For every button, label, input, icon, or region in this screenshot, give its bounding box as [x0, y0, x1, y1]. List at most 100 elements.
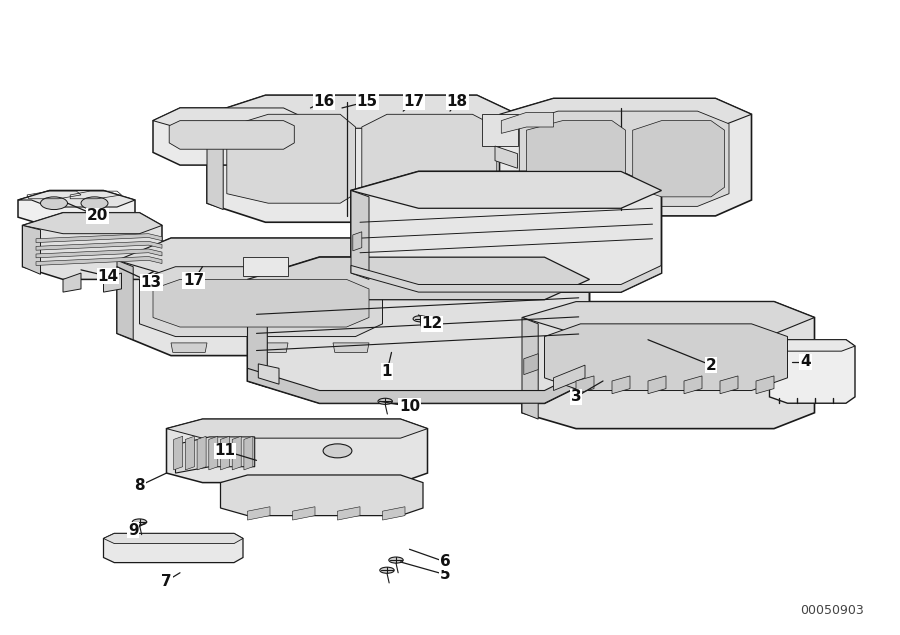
Polygon shape: [482, 114, 517, 146]
Polygon shape: [526, 121, 626, 197]
Text: 15: 15: [356, 94, 378, 109]
Polygon shape: [243, 257, 288, 276]
Text: 10: 10: [399, 399, 420, 414]
Text: 12: 12: [421, 316, 443, 331]
Polygon shape: [351, 171, 662, 292]
Polygon shape: [22, 213, 162, 279]
Polygon shape: [524, 354, 538, 375]
Polygon shape: [244, 436, 253, 470]
Text: 14: 14: [97, 269, 119, 284]
Polygon shape: [174, 436, 183, 470]
Text: 6: 6: [440, 554, 451, 570]
Polygon shape: [153, 108, 310, 128]
Polygon shape: [554, 365, 585, 391]
Text: 8: 8: [134, 478, 145, 493]
Text: 17: 17: [183, 273, 204, 288]
Ellipse shape: [413, 316, 428, 322]
Polygon shape: [153, 279, 369, 327]
Polygon shape: [232, 436, 241, 470]
Ellipse shape: [81, 197, 108, 210]
Text: 16: 16: [313, 94, 335, 109]
Text: 17: 17: [403, 94, 425, 109]
Polygon shape: [104, 273, 122, 292]
Polygon shape: [18, 190, 135, 227]
Polygon shape: [684, 376, 702, 394]
Polygon shape: [522, 318, 538, 419]
Ellipse shape: [378, 398, 392, 404]
Polygon shape: [270, 152, 310, 197]
Polygon shape: [353, 232, 362, 251]
Polygon shape: [104, 533, 243, 563]
Polygon shape: [227, 114, 356, 203]
Text: 9: 9: [128, 523, 139, 538]
Polygon shape: [36, 257, 162, 265]
Text: 00050903: 00050903: [800, 605, 864, 617]
Polygon shape: [18, 190, 135, 207]
Text: 3: 3: [571, 389, 581, 404]
Polygon shape: [248, 279, 267, 387]
Polygon shape: [248, 368, 590, 403]
Polygon shape: [248, 257, 590, 403]
Polygon shape: [720, 376, 738, 394]
Ellipse shape: [389, 557, 403, 563]
Ellipse shape: [132, 519, 147, 525]
Polygon shape: [207, 95, 518, 222]
Text: 13: 13: [140, 275, 162, 290]
Polygon shape: [258, 364, 279, 384]
Ellipse shape: [40, 197, 68, 210]
Polygon shape: [171, 343, 207, 352]
Text: 18: 18: [446, 94, 468, 109]
Polygon shape: [351, 190, 369, 279]
Polygon shape: [770, 340, 855, 403]
Polygon shape: [209, 436, 218, 470]
Polygon shape: [197, 436, 206, 470]
Polygon shape: [153, 108, 310, 165]
Text: 1: 1: [382, 364, 392, 379]
Polygon shape: [36, 249, 162, 258]
Polygon shape: [220, 475, 423, 516]
Polygon shape: [576, 376, 594, 394]
Polygon shape: [36, 241, 162, 250]
Polygon shape: [519, 111, 729, 206]
Polygon shape: [333, 343, 369, 352]
Polygon shape: [292, 507, 315, 520]
Polygon shape: [248, 507, 270, 520]
Text: 5: 5: [440, 567, 451, 582]
Polygon shape: [495, 146, 518, 168]
Polygon shape: [648, 376, 666, 394]
Polygon shape: [351, 171, 662, 208]
Text: 20: 20: [86, 208, 108, 224]
Ellipse shape: [380, 567, 394, 573]
Polygon shape: [166, 419, 428, 438]
Polygon shape: [500, 98, 752, 128]
Polygon shape: [522, 302, 814, 429]
Polygon shape: [633, 121, 724, 197]
Text: 4: 4: [800, 354, 811, 370]
Polygon shape: [522, 302, 814, 334]
Text: 11: 11: [214, 443, 236, 458]
Polygon shape: [207, 95, 518, 128]
Polygon shape: [544, 324, 788, 391]
Polygon shape: [176, 437, 255, 473]
Polygon shape: [63, 273, 81, 292]
Polygon shape: [166, 419, 428, 483]
Polygon shape: [140, 267, 382, 337]
Polygon shape: [362, 114, 497, 203]
Text: 2: 2: [706, 358, 716, 373]
Polygon shape: [22, 213, 162, 234]
Polygon shape: [612, 376, 630, 394]
Polygon shape: [756, 376, 774, 394]
Polygon shape: [36, 234, 162, 243]
Polygon shape: [117, 238, 405, 356]
Polygon shape: [351, 265, 662, 292]
Polygon shape: [22, 225, 40, 274]
Polygon shape: [169, 121, 294, 149]
Polygon shape: [770, 340, 855, 351]
Polygon shape: [338, 507, 360, 520]
Polygon shape: [117, 238, 405, 276]
Polygon shape: [117, 260, 133, 340]
Polygon shape: [501, 112, 554, 133]
Polygon shape: [220, 436, 230, 470]
Polygon shape: [248, 257, 590, 300]
Polygon shape: [185, 436, 194, 470]
